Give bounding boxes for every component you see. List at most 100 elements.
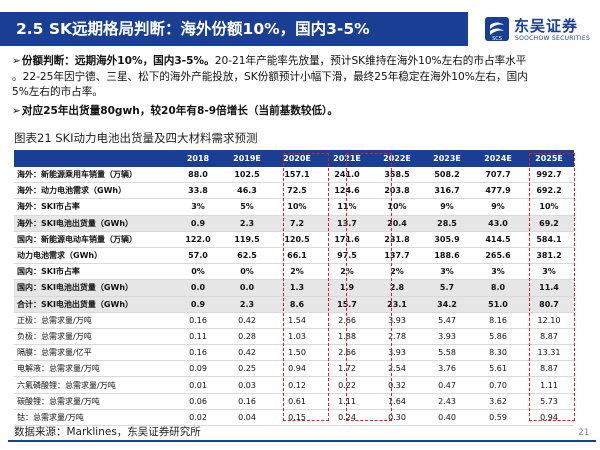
data-source-note: 数据来源：Marklines，东吴证券研究所	[14, 426, 201, 438]
table-cell: 0.16	[174, 344, 222, 362]
table-cell: 8.30	[472, 344, 524, 362]
table-cell: 692.2	[524, 182, 574, 200]
table-cell: 0.61	[272, 393, 322, 410]
header-cell-year: 2018	[174, 150, 222, 167]
table-cell: 0.09	[174, 360, 222, 378]
table-cell: 0.16	[222, 393, 272, 410]
table-cell: 0.40	[422, 409, 472, 427]
table-cell: 3.93	[422, 328, 472, 346]
table-cell: 43.0	[472, 215, 524, 232]
table-cell: 1.50	[272, 344, 322, 362]
row-label: 六氟磷酸锂：总需求量/万吨	[14, 376, 174, 394]
table-cell: 0.59	[472, 409, 524, 427]
table-cell: 157.1	[272, 167, 322, 184]
header-cell-year: 2022E	[372, 150, 422, 167]
arrow-bullet-icon: ➢	[12, 55, 21, 67]
table-cell: 707.7	[472, 167, 524, 184]
table-row: 合计：SKI电池出货量（GWh） 0.9 2.3 8.6 15.7 23.1 34.2 51.…	[14, 296, 574, 313]
table-cell: 0.24	[322, 409, 372, 427]
bullet-2-text: 对应25年出货量80gwh，较20年有8-9倍增长（当前基数较低）。	[21, 104, 338, 117]
table-cell: 2.8	[372, 279, 422, 297]
table-cell: 0.04	[222, 409, 272, 427]
table-cell: 11%	[322, 198, 372, 216]
highlight-2021e	[346, 153, 392, 421]
table-row: 隔膜：总需求量/亿平 0.16 0.42 1.50 2.66 3.93 5.58 8.30 13…	[14, 344, 574, 362]
table-cell: 8.0	[472, 279, 524, 297]
table-cell: 1.11	[524, 376, 574, 394]
table-row: 正极：总需求量/万吨 0.16 0.42 1.54 2.66 3.93 5.47 8.16 12…	[14, 312, 574, 329]
title-bar: 2.5 SK远期格局判断：海外份额10%，国内3-5%	[0, 12, 468, 46]
table-cell: 137.7	[372, 247, 422, 265]
table-cell: 2%	[272, 263, 322, 281]
arrow-bullet-icon: ➢	[12, 104, 21, 117]
table-cell: 0.16	[174, 312, 222, 329]
table-cell: 0.30	[372, 409, 422, 427]
table-cell: 66.1	[272, 247, 322, 265]
table-row: 海外：SKI市占率 3% 5% 10% 11% 10% 9% 9% 10%	[14, 198, 574, 216]
table-cell: 10%	[272, 198, 322, 216]
table-cell: 88.0	[174, 167, 222, 184]
bullet-1-line-1: ➢份额判断：远期海外10%，国内3-5%。20-21年产能率先放量，预计SK维持…	[12, 54, 597, 70]
table-row: 碳酸锂：总需求量/万吨 0.06 0.16 0.61 1.11 1.64 2.43 3.62 5…	[14, 393, 574, 410]
table-cell: 0.42	[222, 312, 272, 329]
table-row: 海外：新能源乘用车销量（万辆） 88.0 102.5 157.1 241.0 358.5 5…	[14, 167, 574, 184]
table-cell: 9%	[422, 198, 472, 216]
table-cell: 2.54	[372, 360, 422, 378]
row-label: 国内：新能源电动车销量（万辆）	[14, 231, 174, 248]
table-cell: 0.9	[174, 215, 222, 232]
table-row: 国内：SKI市占率 0% 0% 2% 2% 2% 3% 3% 3%	[14, 263, 574, 281]
table-row: 钴：总需求量/万吨 0.02 0.04 0.15 0.24 0.30 0.40 0.59 0.9…	[14, 409, 574, 427]
table-row: 国内：SKI电池出货量（GWh） 0.0 0.0 1.3 1.9 2.8 5.7 8.0 11.…	[14, 279, 574, 297]
table-cell: 8.87	[524, 328, 574, 346]
table-cell: 0.94	[272, 360, 322, 378]
header-cell-year: 2025E	[524, 150, 574, 167]
table-cell: 10%	[524, 198, 574, 216]
table-cell: 33.8	[174, 182, 222, 200]
table-cell: 2.66	[322, 312, 372, 329]
table-cell: 1.3	[272, 279, 322, 297]
table-cell: 1.03	[272, 328, 322, 346]
table-cell: 8.87	[524, 360, 574, 378]
header-cell-year: 2020E	[272, 150, 322, 167]
table-cell: 316.7	[422, 182, 472, 200]
row-label: 电解液：总需求量/万吨	[14, 360, 174, 378]
table-cell: 0.47	[422, 376, 472, 394]
table-cell: 0.0	[222, 279, 272, 297]
table-cell: 9%	[472, 198, 524, 216]
table-cell: 0.9	[174, 296, 222, 313]
forecast-table: 2018 2019E 2020E 2021E 2022E 2023E 2024E 2025E …	[14, 150, 574, 427]
table-cell: 0.0	[174, 279, 222, 297]
table-cell: 28.5	[422, 215, 472, 232]
table-cell: 3.62	[472, 393, 524, 410]
table-cell: 0.01	[174, 376, 222, 394]
table-cell: 2.66	[322, 344, 372, 362]
table-cell: 2%	[372, 263, 422, 281]
bullet-1-line-2: 。22-25年因宁德、三星、松下的海外产能投放，SK份额预计小幅下滑，最终25年…	[12, 70, 528, 83]
table-cell: 0.22	[322, 376, 372, 394]
table-cell: 8.16	[472, 312, 524, 329]
table-cell: 5.86	[472, 328, 524, 346]
bullet-list: ➢份额判断：远期海外10%，国内3-5%。20-21年产能率先放量，预计SK维持…	[12, 54, 597, 119]
table-cell: 265.6	[472, 247, 524, 265]
table-cell: 57.0	[174, 247, 222, 265]
row-label: 碳酸锂：总需求量/万吨	[14, 393, 174, 410]
bullet-1-text-1: 20-21年产能率先放量，预计SK维持在海外10%左右的市占率水平	[214, 55, 527, 67]
table-cell: 0.11	[174, 328, 222, 346]
table-cell: 3%	[472, 263, 524, 281]
page-title: 2.5 SK远期格局判断：海外份额10%，国内3-5%	[16, 20, 370, 38]
table-cell: 5.61	[472, 360, 524, 378]
table-cell: 122.0	[174, 231, 222, 248]
highlight-2020e	[283, 153, 329, 421]
svg-text:SCS: SCS	[492, 36, 502, 42]
header-cell-year: 2019E	[222, 150, 272, 167]
table-row: 国内：新能源电动车销量（万辆） 122.0 119.5 120.5 171.6 231.8…	[14, 231, 574, 248]
table-cell: 1.54	[272, 312, 322, 329]
table-cell: 34.2	[422, 296, 472, 313]
table-cell: 97.5	[322, 247, 372, 265]
table-cell: 5.58	[422, 344, 472, 362]
table-cell: 72.5	[272, 182, 322, 200]
table-cell: 1.88	[322, 328, 372, 346]
table-cell: 3.93	[372, 344, 422, 362]
table-cell: 305.9	[422, 231, 472, 248]
